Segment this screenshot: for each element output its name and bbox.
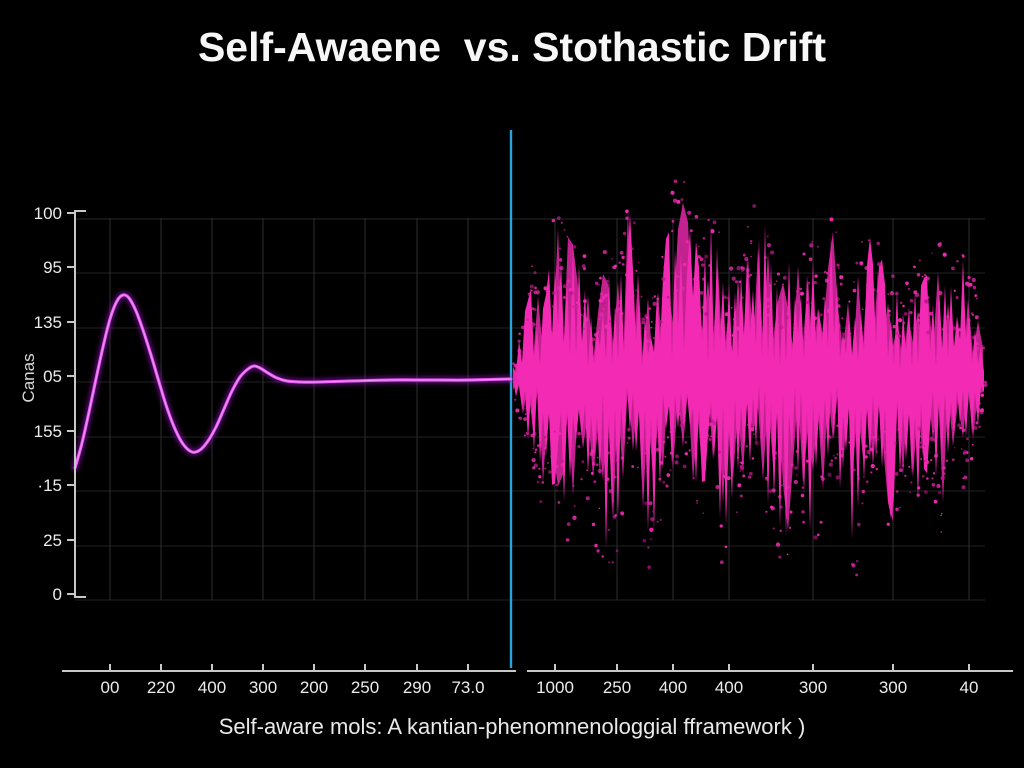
x-tick-label-right: 40 [960, 678, 979, 697]
signal-scatter [512, 179, 988, 577]
x-tick-label-left: 400 [198, 678, 226, 697]
axes [62, 210, 1013, 672]
x-tick-label-right: 400 [715, 678, 743, 697]
x-tick-label-left: 300 [249, 678, 277, 697]
x-tick-label-right: 300 [799, 678, 827, 697]
x-tick-label-right: 1000 [536, 678, 574, 697]
signal-band [513, 202, 983, 532]
y-tick-label: 25 [43, 531, 62, 550]
y-tick-label: 100 [34, 204, 62, 223]
x-tick-label-left: 200 [300, 678, 328, 697]
chart-title: Self-Awaene vs. Stothastic Drift [197, 24, 827, 70]
x-tick-label-right: 300 [879, 678, 907, 697]
x-tick-label-left: 220 [147, 678, 175, 697]
stochastic-signal [512, 179, 988, 577]
x-tick-label-left: 00 [101, 678, 120, 697]
x-tick-label-left: 250 [351, 678, 379, 697]
y-tick-label: ·15 [37, 476, 62, 495]
y-tick-label: 135 [34, 313, 62, 332]
x-tick-label-left: 73.0 [451, 678, 484, 697]
y-tick-label: 05 [43, 367, 62, 386]
damped-oscillation-curve [71, 291, 515, 472]
x-tick-label-left: 290 [403, 678, 431, 697]
y-tick-label: 95 [43, 258, 62, 277]
y-tick-label: 0 [53, 585, 62, 604]
x-tick-label-right: 250 [603, 678, 631, 697]
x-tick-label-right: 400 [659, 678, 687, 697]
chart-caption: Self-aware mols: A kantian-phenomnenolog… [218, 714, 806, 739]
y-tick-label: 155 [34, 422, 62, 441]
